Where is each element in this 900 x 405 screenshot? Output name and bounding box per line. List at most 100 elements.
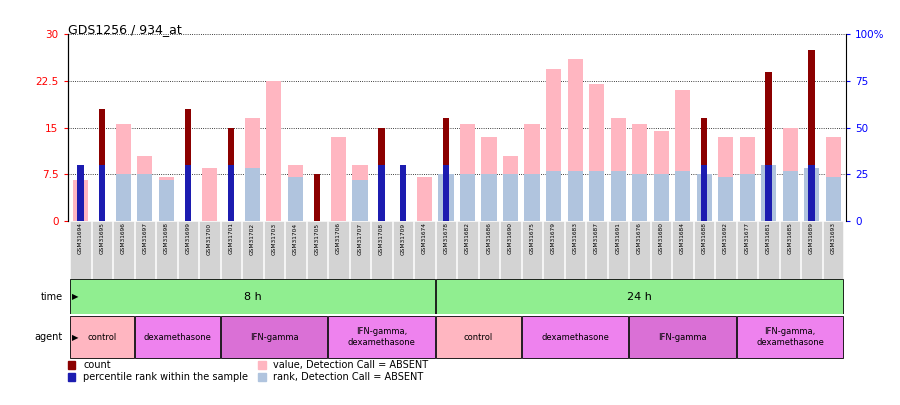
Bar — [202, 168, 217, 221]
Bar — [159, 177, 174, 221]
Bar — [443, 165, 449, 221]
Text: GSM31695: GSM31695 — [99, 222, 104, 254]
Bar — [460, 124, 475, 221]
Bar — [740, 137, 754, 221]
Bar — [564, 221, 585, 279]
Text: GSM31675: GSM31675 — [529, 222, 535, 254]
Text: GSM31708: GSM31708 — [379, 222, 384, 255]
Bar — [610, 118, 626, 221]
Bar — [288, 177, 303, 221]
Bar — [353, 165, 367, 221]
Text: GDS1256 / 934_at: GDS1256 / 934_at — [68, 23, 181, 36]
Bar — [586, 221, 607, 279]
Bar — [783, 171, 797, 221]
Bar — [716, 221, 736, 279]
Bar — [313, 174, 320, 221]
Bar — [98, 109, 105, 221]
Text: GSM31679: GSM31679 — [551, 222, 556, 254]
Bar — [675, 171, 690, 221]
Text: GSM31682: GSM31682 — [465, 222, 470, 254]
Bar — [589, 84, 604, 221]
Bar — [737, 221, 758, 279]
Bar — [228, 165, 234, 221]
Bar — [159, 180, 174, 221]
Text: dexamethasone: dexamethasone — [541, 333, 609, 342]
Bar — [220, 316, 328, 358]
Bar — [765, 72, 772, 221]
Bar — [264, 221, 284, 279]
Bar — [220, 221, 241, 279]
Text: GSM31690: GSM31690 — [508, 222, 513, 254]
Bar — [135, 316, 220, 358]
Bar — [328, 316, 435, 358]
Text: GSM31680: GSM31680 — [659, 222, 663, 254]
Text: ▶: ▶ — [72, 292, 78, 301]
Bar — [113, 221, 134, 279]
Text: GSM31694: GSM31694 — [78, 222, 83, 254]
Bar — [328, 221, 349, 279]
Bar — [608, 221, 628, 279]
Text: GSM31681: GSM31681 — [766, 222, 771, 254]
Bar — [765, 165, 772, 221]
Bar — [653, 174, 669, 221]
Bar — [675, 90, 690, 221]
Bar — [242, 221, 263, 279]
Bar — [135, 221, 155, 279]
Bar — [443, 118, 449, 221]
Bar — [718, 137, 734, 221]
Bar — [116, 174, 130, 221]
Text: GSM31677: GSM31677 — [744, 222, 750, 254]
Bar — [460, 174, 475, 221]
Bar — [436, 221, 456, 279]
Bar — [245, 118, 260, 221]
Bar — [482, 174, 497, 221]
Bar — [568, 59, 582, 221]
Bar — [694, 221, 715, 279]
Bar — [482, 137, 497, 221]
Legend: count, percentile rank within the sample, value, Detection Call = ABSENT, rank, : count, percentile rank within the sample… — [68, 360, 428, 382]
Bar — [156, 221, 176, 279]
Bar — [371, 221, 392, 279]
Text: GSM31676: GSM31676 — [637, 222, 642, 254]
Bar — [70, 316, 134, 358]
Bar — [392, 221, 413, 279]
Bar — [568, 171, 582, 221]
Bar — [525, 174, 539, 221]
Bar — [632, 124, 647, 221]
Text: control: control — [464, 333, 493, 342]
Text: GSM31699: GSM31699 — [185, 222, 191, 254]
Text: GSM31709: GSM31709 — [400, 222, 406, 255]
Bar — [228, 128, 234, 221]
Bar — [184, 109, 192, 221]
Bar — [77, 165, 84, 221]
Text: GSM31705: GSM31705 — [314, 222, 319, 255]
Text: IFN-gamma: IFN-gamma — [249, 333, 298, 342]
Bar — [285, 221, 306, 279]
Bar — [808, 165, 815, 221]
Bar — [307, 221, 328, 279]
Bar — [116, 124, 130, 221]
Text: GSM31683: GSM31683 — [572, 222, 578, 254]
Bar — [378, 128, 385, 221]
Text: GSM31707: GSM31707 — [357, 222, 363, 255]
Bar — [70, 221, 91, 279]
Bar — [479, 221, 500, 279]
Bar — [503, 174, 518, 221]
Bar — [138, 156, 152, 221]
Bar — [353, 180, 367, 221]
Bar — [610, 171, 626, 221]
Bar — [288, 165, 303, 221]
Bar — [801, 221, 822, 279]
Text: GSM31704: GSM31704 — [293, 222, 298, 255]
Text: GSM31674: GSM31674 — [422, 222, 427, 254]
Bar — [266, 81, 282, 221]
Text: ▶: ▶ — [72, 333, 78, 342]
Bar — [70, 279, 435, 314]
Bar — [701, 118, 707, 221]
Bar — [808, 50, 815, 221]
Text: agent: agent — [35, 332, 63, 342]
Text: GSM31706: GSM31706 — [336, 222, 341, 254]
Bar — [503, 156, 518, 221]
Bar — [651, 221, 671, 279]
Text: GSM31701: GSM31701 — [229, 222, 233, 254]
